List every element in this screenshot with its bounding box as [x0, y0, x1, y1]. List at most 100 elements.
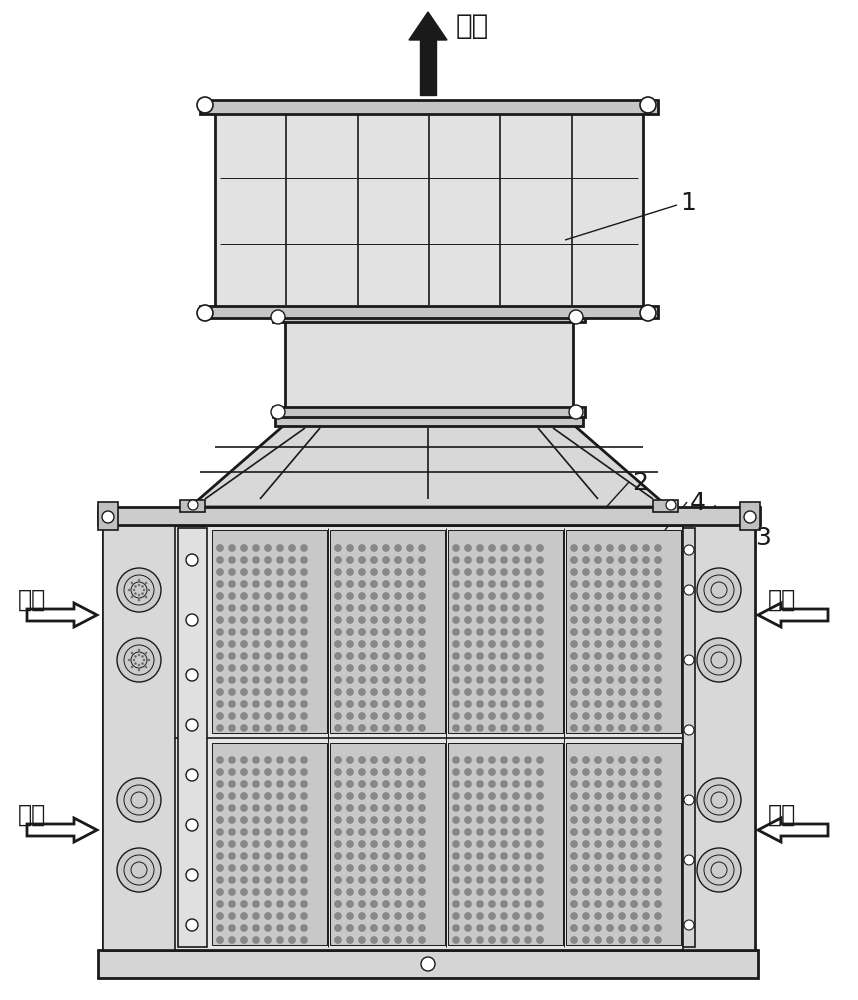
Circle shape — [631, 724, 637, 732]
Circle shape — [371, 792, 378, 800]
Circle shape — [643, 641, 650, 648]
Circle shape — [524, 616, 531, 624]
Circle shape — [407, 816, 414, 824]
Circle shape — [571, 592, 577, 599]
Circle shape — [464, 912, 472, 920]
Circle shape — [371, 864, 378, 871]
Polygon shape — [190, 420, 668, 507]
Circle shape — [347, 840, 353, 848]
Circle shape — [571, 652, 577, 660]
Circle shape — [643, 936, 650, 944]
Circle shape — [476, 768, 484, 776]
Circle shape — [288, 756, 295, 764]
Circle shape — [476, 804, 484, 812]
Circle shape — [335, 604, 341, 611]
Circle shape — [464, 852, 472, 859]
Circle shape — [395, 641, 402, 648]
Circle shape — [383, 804, 390, 812]
Circle shape — [228, 804, 235, 812]
Circle shape — [536, 629, 543, 636]
Circle shape — [142, 593, 143, 595]
Circle shape — [500, 792, 507, 800]
Circle shape — [476, 864, 484, 871]
Circle shape — [335, 840, 341, 848]
Circle shape — [500, 724, 507, 732]
Circle shape — [264, 852, 271, 859]
Circle shape — [524, 828, 531, 836]
Circle shape — [419, 852, 426, 859]
Circle shape — [607, 652, 613, 660]
Circle shape — [407, 804, 414, 812]
Circle shape — [452, 664, 460, 672]
Circle shape — [464, 604, 472, 611]
Circle shape — [452, 592, 460, 599]
Bar — [740, 502, 760, 530]
Circle shape — [524, 924, 531, 932]
Circle shape — [571, 556, 577, 564]
Circle shape — [383, 664, 390, 672]
Circle shape — [335, 756, 341, 764]
Circle shape — [407, 700, 414, 708]
Circle shape — [583, 544, 589, 552]
Circle shape — [452, 580, 460, 587]
Circle shape — [383, 616, 390, 624]
Circle shape — [335, 912, 341, 920]
Circle shape — [536, 676, 543, 684]
Circle shape — [619, 544, 625, 552]
Bar — [215, 110, 643, 310]
Circle shape — [359, 804, 366, 812]
Circle shape — [419, 828, 426, 836]
Circle shape — [135, 593, 136, 595]
Circle shape — [571, 828, 577, 836]
Circle shape — [395, 676, 402, 684]
Circle shape — [512, 756, 519, 764]
Circle shape — [216, 568, 223, 576]
Circle shape — [643, 556, 650, 564]
Circle shape — [395, 688, 402, 696]
Circle shape — [536, 792, 543, 800]
Circle shape — [488, 780, 496, 788]
Circle shape — [347, 568, 353, 576]
Circle shape — [619, 580, 625, 587]
Circle shape — [655, 712, 662, 720]
Circle shape — [452, 688, 460, 696]
Circle shape — [419, 724, 426, 732]
Circle shape — [359, 604, 366, 611]
Circle shape — [452, 900, 460, 908]
Circle shape — [464, 544, 472, 552]
Circle shape — [383, 556, 390, 564]
Circle shape — [666, 500, 676, 510]
Circle shape — [288, 768, 295, 776]
Circle shape — [300, 580, 307, 587]
Circle shape — [240, 768, 247, 776]
Bar — [98, 950, 758, 978]
Circle shape — [500, 888, 507, 896]
Circle shape — [512, 544, 519, 552]
Circle shape — [407, 641, 414, 648]
Circle shape — [300, 616, 307, 624]
Circle shape — [464, 828, 472, 836]
Circle shape — [583, 568, 589, 576]
Circle shape — [383, 768, 390, 776]
Circle shape — [383, 724, 390, 732]
Bar — [212, 743, 327, 945]
Circle shape — [643, 688, 650, 696]
Circle shape — [359, 700, 366, 708]
Circle shape — [488, 641, 496, 648]
Circle shape — [335, 852, 341, 859]
Circle shape — [335, 700, 341, 708]
Circle shape — [488, 676, 496, 684]
Circle shape — [359, 724, 366, 732]
Circle shape — [488, 629, 496, 636]
Circle shape — [359, 780, 366, 788]
Circle shape — [524, 629, 531, 636]
Circle shape — [407, 768, 414, 776]
Circle shape — [252, 604, 259, 611]
Circle shape — [476, 568, 484, 576]
Circle shape — [395, 724, 402, 732]
Circle shape — [655, 592, 662, 599]
Bar — [330, 530, 445, 733]
Circle shape — [335, 664, 341, 672]
Circle shape — [216, 724, 223, 732]
Circle shape — [407, 936, 414, 944]
